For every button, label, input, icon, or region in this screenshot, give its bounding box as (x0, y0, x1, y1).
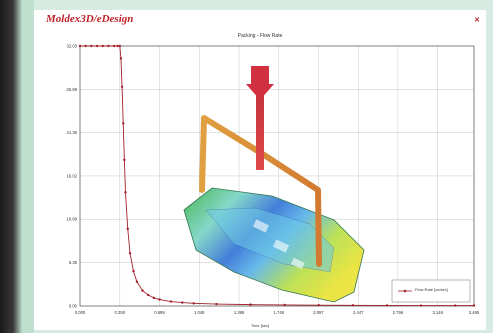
series-point (78, 44, 82, 48)
x-axis-label: Time [sec] (250, 323, 270, 328)
series-point (107, 44, 110, 48)
legend (391, 279, 471, 303)
series-point (112, 44, 116, 48)
series-point (135, 280, 139, 283)
x-tick-label: 2.097 (313, 310, 324, 315)
series-point (84, 44, 87, 48)
series-point (249, 303, 252, 306)
x-tick-label: 1.049 (194, 310, 205, 315)
series-line-flow-rate (80, 45, 474, 307)
x-tick-label: 1.399 (234, 310, 245, 315)
series-point (169, 300, 173, 303)
chart-window: 0.000 0.350 0.699 1.049 1.399 1.748 2.097 2.447… (34, 10, 486, 330)
chart-title: Packing - Flow Rate (237, 33, 283, 39)
y-tick-label: 32.03 (67, 44, 78, 49)
flow-rate-plot: 0.000 0.350 0.699 1.049 1.399 1.748 2.097 2.447… (67, 44, 480, 316)
series-point (385, 304, 389, 307)
series-point (192, 302, 195, 305)
y-tick-label: 5.35 (69, 260, 78, 265)
legend-label: Flow Rate [cc/sec] (415, 287, 448, 292)
x-tick-label: 0.350 (115, 310, 126, 315)
series-point (454, 304, 457, 307)
series-point (132, 269, 135, 273)
series-point (158, 298, 161, 301)
series-point (141, 289, 144, 292)
part-render-illustration (183, 66, 365, 303)
sprue-shape (256, 80, 264, 170)
plot-frame (79, 45, 475, 307)
y-tick-label: 10.69 (67, 217, 78, 222)
series-point (419, 304, 423, 307)
x-tick-label: 3.465 (469, 310, 480, 315)
y-tick-label: 16.02 (67, 173, 78, 178)
series-point (118, 44, 121, 48)
x-tick-label: 0.699 (154, 310, 165, 315)
series-point (283, 303, 286, 307)
axes (79, 45, 475, 307)
x-tick-label: 3.146 (432, 310, 443, 315)
series-point (215, 302, 218, 306)
series-point (126, 227, 129, 231)
series-point (128, 252, 132, 255)
series-point (122, 122, 125, 125)
series-point (120, 85, 124, 89)
x-tick-label: 1.748 (274, 310, 285, 315)
series-point (101, 44, 104, 48)
series-point (123, 158, 126, 162)
series-point (351, 304, 355, 307)
x-tick-label: 2.447 (353, 310, 364, 315)
close-icon[interactable]: ✕ (474, 17, 480, 24)
series-point (181, 301, 184, 304)
dark-left-strip (0, 0, 22, 333)
x-tick-label: 2.796 (393, 310, 404, 315)
series-point (119, 57, 123, 60)
series-point (317, 303, 320, 307)
series-point (147, 293, 150, 297)
y-tick-label: 26.69 (67, 87, 78, 92)
tick-labels: 0.000 0.350 0.699 1.049 1.399 1.748 2.097 2.447… (67, 44, 480, 316)
series-point (124, 191, 127, 194)
y-tick-label: 0.00 (69, 304, 78, 309)
series-point (95, 44, 99, 48)
series-point (152, 296, 156, 300)
injection-arrow-icon (246, 66, 274, 100)
series-point (90, 44, 93, 48)
y-tick-label: 21.36 (67, 130, 78, 135)
series-layer (78, 44, 476, 307)
series-point (116, 44, 119, 48)
series-point (472, 304, 476, 307)
background-strip (22, 0, 34, 333)
x-tick-label: 0.000 (75, 310, 86, 315)
brand-logo: Moldex3D/eDesign (46, 13, 134, 25)
